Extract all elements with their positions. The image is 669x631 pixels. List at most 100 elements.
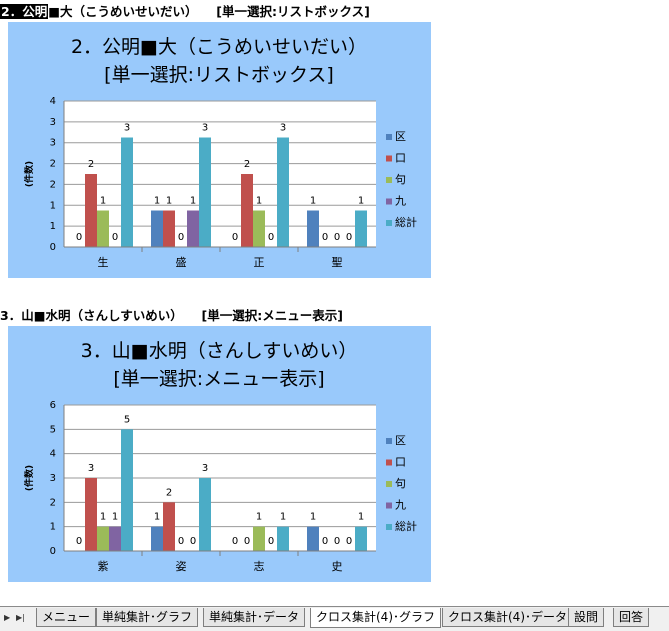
y-tick-label: 3 <box>50 473 56 484</box>
chart-3[interactable]: 3．山■水明（さんしすいめい） [単一選択:メニュー表示] 0 1 2 3 4 5 6 (件数) 0… <box>8 326 431 582</box>
bar[interactable] <box>151 526 163 551</box>
y-tick-label: 2 <box>50 159 56 170</box>
legend-entry: 総計 <box>395 215 417 229</box>
legend-swatch <box>386 481 392 487</box>
data-label: 1 <box>310 196 316 207</box>
sheet-tab[interactable]: クロス集計(4)･グラフ <box>310 608 441 628</box>
data-label: 0 <box>112 232 118 243</box>
x-tick-label: 史 <box>332 560 343 573</box>
legend-entry: 口 <box>395 152 406 165</box>
legend-entry: 総計 <box>395 519 417 533</box>
y-tick-label: 1 <box>50 522 56 533</box>
chart-svg: 3．山■水明（さんしすいめい） [単一選択:メニュー表示] 0 1 2 3 4 5 6 (件数) 0… <box>23 340 417 573</box>
bar[interactable] <box>307 526 319 551</box>
data-label: 0 <box>232 536 238 547</box>
sheet-tab[interactable]: 設問 <box>568 608 605 627</box>
bar[interactable] <box>187 210 199 248</box>
bar[interactable] <box>355 526 367 551</box>
data-label: 0 <box>178 536 184 547</box>
chart-subtitle: [単一選択:リストボックス] <box>104 64 334 86</box>
chart-title: 3．山■水明（さんしすいめい） <box>81 340 358 362</box>
legend-entry: 口 <box>395 456 406 469</box>
data-label: 1 <box>154 196 160 207</box>
y-tick-label: 2 <box>50 497 56 508</box>
y-tick-label: 3 <box>50 117 56 128</box>
data-label: 1 <box>256 196 262 207</box>
legend-entry: 句 <box>395 477 406 490</box>
bar[interactable] <box>97 526 109 551</box>
y-tick-label: 0 <box>50 546 56 557</box>
data-label: 0 <box>322 232 328 243</box>
legend-entry: 区 <box>395 130 406 143</box>
bar[interactable] <box>163 210 175 248</box>
data-label: 0 <box>334 232 340 243</box>
legend-entry: 句 <box>395 173 406 186</box>
bar[interactable] <box>253 210 265 248</box>
bar[interactable] <box>355 210 367 248</box>
y-tick-label: 4 <box>50 449 56 460</box>
data-label: 1 <box>190 196 196 207</box>
sheet-tab[interactable]: メニュー <box>36 608 97 627</box>
chart-2[interactable]: 2．公明■大（こうめいせいだい） [単一選択:リストボックス] 0 1 1 2 2 3 3 4 (件… <box>8 22 431 278</box>
bar[interactable] <box>241 174 253 247</box>
y-tick-label: 6 <box>50 400 56 411</box>
data-label: 0 <box>76 232 82 243</box>
y-tick-label: 1 <box>50 200 56 211</box>
data-label: 0 <box>244 536 250 547</box>
sheet-tab[interactable]: 単純集計･データ <box>203 608 306 627</box>
bar[interactable] <box>199 137 211 248</box>
y-axis-label: (件数) <box>23 161 35 187</box>
bar[interactable] <box>85 174 97 247</box>
bar[interactable] <box>199 478 211 551</box>
data-label: 0 <box>268 536 274 547</box>
bar[interactable] <box>109 526 121 551</box>
section-heading-3: 3．山■水明（さんしすいめい） [単一選択:メニュー表示] <box>0 305 343 324</box>
data-label: 2 <box>244 159 250 170</box>
x-tick-label: 生 <box>98 255 109 269</box>
legend-entry: 九 <box>395 195 406 208</box>
section-heading-text: ■大（こうめいせいだい） [単一選択:リストボックス] <box>48 4 370 19</box>
data-label: 0 <box>76 536 82 547</box>
legend-swatch <box>386 134 392 140</box>
data-label: 1 <box>280 512 286 523</box>
data-label: 0 <box>334 536 340 547</box>
data-label: 1 <box>166 196 172 207</box>
chart-title: 2．公明■大（こうめいせいだい） <box>71 36 367 58</box>
sheet-tab[interactable]: 単純集計･グラフ <box>96 608 199 627</box>
bar[interactable] <box>121 429 133 551</box>
y-axis-label: (件数) <box>23 465 35 491</box>
data-label: 0 <box>268 232 274 243</box>
legend-swatch <box>386 438 392 444</box>
bar[interactable] <box>121 137 133 248</box>
data-label: 0 <box>346 536 352 547</box>
chart-subtitle: [単一選択:メニュー表示] <box>113 368 324 390</box>
bar[interactable] <box>163 502 175 551</box>
x-tick-label: 正 <box>254 256 265 269</box>
bar[interactable] <box>277 137 289 248</box>
x-tick-label: 紫 <box>98 560 109 573</box>
data-label: 3 <box>202 123 208 134</box>
data-label: 2 <box>88 159 94 170</box>
legend-swatch <box>386 459 392 466</box>
tab-scroll-last-icon[interactable]: ▶| <box>16 613 25 622</box>
bar[interactable] <box>277 526 289 551</box>
bar[interactable] <box>85 478 97 551</box>
bar[interactable] <box>151 210 163 248</box>
sheet-tab[interactable]: 回答 <box>613 608 650 627</box>
chart-svg: 2．公明■大（こうめいせいだい）[単一選択:リストボックス]01122334(件… <box>23 36 417 269</box>
data-label: 1 <box>112 512 118 523</box>
bar[interactable] <box>307 210 319 248</box>
bar[interactable] <box>97 210 109 248</box>
bar[interactable] <box>253 526 265 551</box>
data-label: 1 <box>256 512 262 523</box>
selected-cell-text[interactable]: 2．公明 <box>0 4 49 19</box>
data-label: 3 <box>124 123 130 134</box>
sheet-tab-bar: ▶ ▶| メニュー 単純集計･グラフ 単純集計･データ クロス集計(4)･グラフ クロス… <box>0 606 669 631</box>
data-label: 1 <box>310 512 316 523</box>
tab-scroll-prev-icon[interactable]: ▶ <box>4 613 11 622</box>
data-label: 3 <box>202 463 208 474</box>
data-label: 5 <box>124 414 130 425</box>
data-label: 0 <box>322 536 328 547</box>
legend-swatch <box>386 177 392 183</box>
sheet-tab[interactable]: クロス集計(4)･データ <box>442 608 573 627</box>
